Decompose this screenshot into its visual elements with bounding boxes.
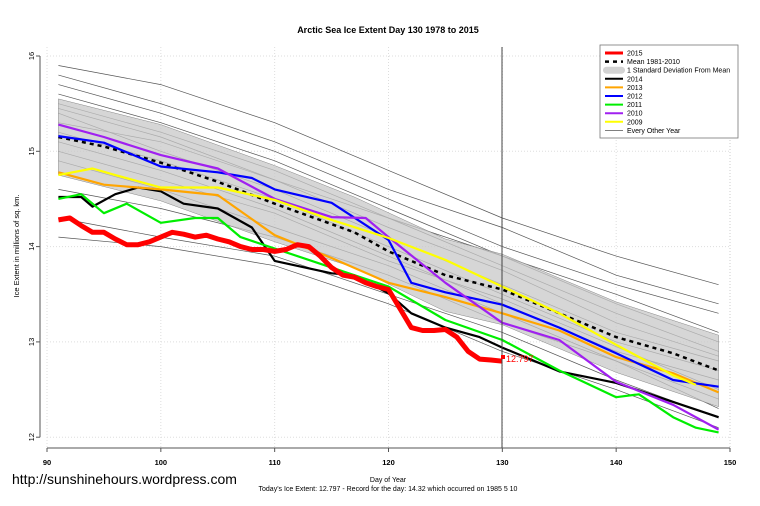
legend-label: 2015 <box>627 51 643 58</box>
x-tick-label: 100 <box>155 458 168 467</box>
legend-label: 2009 <box>627 119 643 126</box>
other-year-line <box>58 65 719 286</box>
series-line-2015 <box>57 215 503 364</box>
axes: 90 100 110 120 130 140 150 12 13 14 15 16 <box>27 47 736 467</box>
series-line-2010 <box>58 123 720 431</box>
x-tick-label: 110 <box>269 458 281 467</box>
other-year-line <box>58 93 719 333</box>
y-axis-label: Ice Extent in millions of sq. km. <box>12 195 21 298</box>
current-point-marker <box>501 355 505 359</box>
y-tick-label: 12 <box>27 433 36 441</box>
x-axis-label: Day of Year <box>370 477 407 484</box>
legend-label: 2010 <box>627 111 643 118</box>
series-line-2009 <box>58 167 697 386</box>
other-year-line <box>58 84 719 314</box>
legend-label: 2013 <box>627 85 643 92</box>
current-value-label: 12.797 <box>506 354 534 364</box>
legend-label: 1 Standard Deviation From Mean <box>627 68 730 75</box>
legend-label: 2011 <box>627 102 642 109</box>
mean-line <box>58 135 720 372</box>
watermark-url: http://sunshinehours.wordpress.com <box>12 471 237 487</box>
x-tick-label: 120 <box>382 458 395 467</box>
std-dev-area <box>58 98 719 408</box>
other-year-line <box>58 74 719 305</box>
y-tick-label: 15 <box>27 147 36 155</box>
std-dev-band <box>58 98 719 408</box>
other-year-line <box>58 236 719 429</box>
footer-text: Today's Ice Extent: 12.797 - Record for … <box>259 486 518 493</box>
y-tick-label: 14 <box>27 242 36 250</box>
series-line-2014 <box>58 186 719 419</box>
series-line-2013 <box>58 171 720 394</box>
x-tick-label: 90 <box>43 458 51 467</box>
legend-swatch-band <box>603 66 625 74</box>
legend-label: Mean 1981-2010 <box>627 59 680 66</box>
x-tick-label: 150 <box>724 458 737 467</box>
legend-label: 2012 <box>627 94 643 101</box>
y-tick-label: 13 <box>27 338 36 346</box>
year-series <box>57 123 720 434</box>
legend-label: Every Other Year <box>627 128 681 135</box>
chart-title: Arctic Sea Ice Extent Day 130 1978 to 20… <box>297 25 479 35</box>
x-tick-label: 130 <box>496 458 509 467</box>
x-tick-label: 140 <box>610 458 623 467</box>
mean-1981-2010-line <box>58 135 720 372</box>
series-line-2012 <box>58 135 719 388</box>
y-tick-label: 16 <box>27 52 36 60</box>
legend-label: 2014 <box>627 76 643 83</box>
